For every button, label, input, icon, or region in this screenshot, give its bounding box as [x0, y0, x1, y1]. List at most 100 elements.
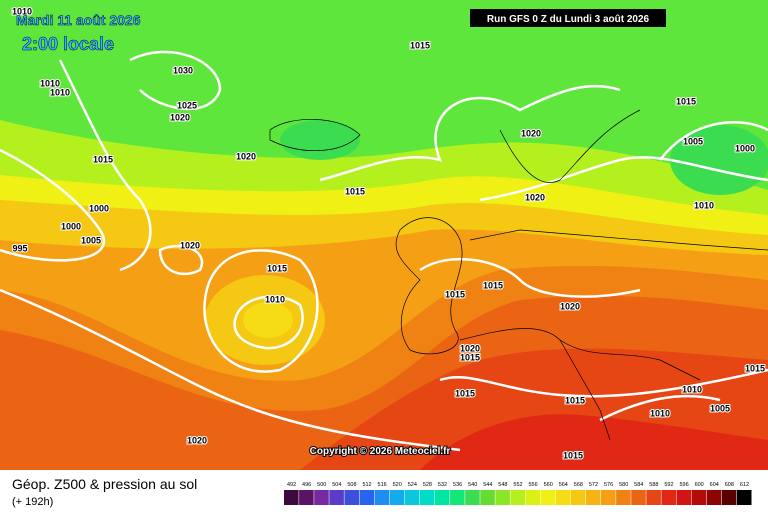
coastlines — [269, 109, 768, 441]
isobar-label: 1020 — [525, 192, 545, 202]
scale-swatch — [555, 490, 571, 505]
isobars — [0, 50, 768, 452]
scale-label: 524 — [408, 482, 417, 488]
isobar-label: 1005 — [683, 136, 703, 146]
scale-swatch — [434, 490, 450, 505]
isobar-label: 1015 — [345, 186, 365, 196]
scale-label: 600 — [695, 482, 704, 488]
field-blob — [243, 302, 293, 338]
isobar-label: 1010 — [265, 294, 285, 304]
scale-swatch — [676, 490, 692, 505]
scale-swatch — [646, 490, 661, 505]
isobar-label: 1010 — [40, 78, 60, 88]
scale-swatch — [706, 490, 722, 505]
scale-label: 568 — [574, 482, 583, 488]
scale-swatch — [329, 490, 344, 505]
scale-label: 572 — [589, 482, 598, 488]
scale-swatch — [299, 490, 314, 505]
scale-label: 532 — [438, 482, 447, 488]
isobar-label: 1010 — [50, 87, 70, 97]
isobar-label: 1020 — [236, 151, 256, 161]
scale-label: 492 — [287, 482, 296, 488]
scale-swatch — [404, 490, 420, 505]
scale-label: 576 — [604, 482, 613, 488]
scale-swatch — [495, 490, 510, 505]
scale-swatch — [736, 490, 752, 505]
isobar-label: 1015 — [410, 40, 430, 50]
scale-swatch — [284, 490, 299, 505]
isobar-labels: 1010103010101010102510201015101510201005… — [11, 5, 766, 461]
isobar-label: 1010 — [650, 408, 670, 418]
isobar-label: 1000 — [89, 203, 109, 213]
isobar-label: 1030 — [173, 65, 193, 75]
field-band — [420, 414, 768, 470]
scale-label: 552 — [513, 482, 522, 488]
scale-label: 508 — [347, 482, 356, 488]
scale-label: 596 — [679, 482, 688, 488]
valid-time: Mardi 11 août 2026 — [16, 12, 141, 28]
scale-label: 608 — [725, 482, 734, 488]
scale-swatch — [525, 490, 541, 505]
copyright: Copyright © 2026 Meteociel.fr — [310, 446, 451, 457]
scale-label: 560 — [544, 482, 553, 488]
isobar-label: 1010 — [12, 6, 32, 16]
scale-label: 592 — [664, 482, 673, 488]
scale-label: 544 — [483, 482, 492, 488]
isobar-label: 1025 — [177, 100, 197, 110]
scale-swatch — [374, 490, 390, 505]
isobar-label: 1015 — [676, 96, 696, 106]
scale-label: 588 — [649, 482, 658, 488]
scale-swatch — [616, 490, 631, 505]
run-box — [470, 9, 666, 27]
scale-swatch — [585, 490, 601, 505]
scale-swatch — [344, 490, 359, 505]
isobar-label: 1010 — [694, 200, 714, 210]
scale-swatch — [691, 490, 707, 505]
scale-swatch — [631, 490, 646, 505]
scale-label: 580 — [619, 482, 628, 488]
lead-time: (+ 192h) — [12, 496, 53, 508]
field-blob — [670, 125, 768, 195]
isobar-label: 1015 — [460, 352, 480, 362]
isobar-label: 1020 — [560, 301, 580, 311]
isobar-label: 1000 — [61, 221, 81, 231]
scale-swatch — [314, 490, 329, 505]
legend-title: Géop. Z500 & pression au sol — [12, 476, 197, 492]
isobar-label: 1015 — [483, 280, 503, 290]
scale-swatch — [359, 490, 375, 505]
scale-swatch — [465, 490, 480, 505]
run-info: Run GFS 0 Z du Lundi 3 août 2026 — [487, 14, 650, 25]
isobar-label: 1020 — [460, 343, 480, 353]
scale-swatch — [570, 490, 586, 505]
isobar-label: 1020 — [170, 112, 190, 122]
local-time: 2:00 locale — [22, 34, 114, 54]
scale-label: 556 — [529, 482, 538, 488]
scale-swatch — [389, 490, 405, 505]
field-blob — [280, 120, 360, 160]
scale-label: 500 — [317, 482, 326, 488]
scale-label: 512 — [362, 482, 371, 488]
isobar-label: 1005 — [710, 403, 730, 413]
scale-label: 528 — [423, 482, 432, 488]
scale-label: 536 — [453, 482, 462, 488]
scale-label: 504 — [332, 482, 341, 488]
scale-swatch — [540, 490, 556, 505]
isobar-label: 1015 — [565, 395, 585, 405]
scale-swatch — [661, 490, 677, 505]
isobar-label: 1000 — [735, 143, 755, 153]
isobar-label: 995 — [12, 243, 27, 253]
isobar-label: 1015 — [745, 363, 765, 373]
scale-swatch — [450, 490, 465, 505]
isobar-label: 1005 — [81, 235, 101, 245]
scale-label: 564 — [559, 482, 568, 488]
scale-swatch — [721, 490, 737, 505]
scale-swatch — [480, 490, 495, 505]
scale-label: 612 — [740, 482, 749, 488]
scale-label: 584 — [634, 482, 643, 488]
scale-label: 604 — [710, 482, 719, 488]
isobar-label: 1015 — [563, 450, 583, 460]
isobar-label: 1020 — [187, 435, 207, 445]
scale-swatch — [601, 490, 616, 505]
